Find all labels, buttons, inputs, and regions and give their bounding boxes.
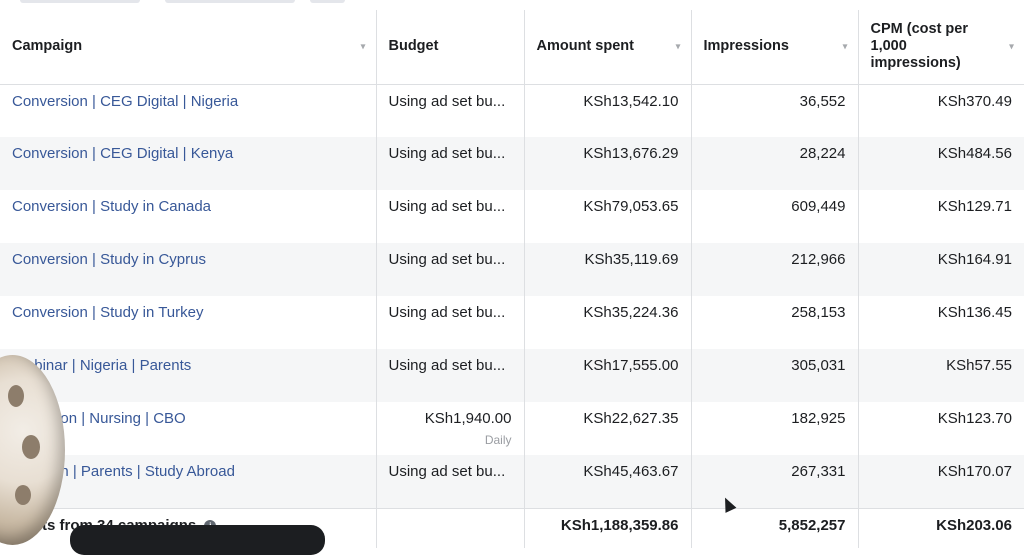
total-impressions: 5,852,257 <box>690 507 858 548</box>
column-header-label: Budget <box>388 38 439 55</box>
budget-cell: Using ad set bu... <box>375 137 524 190</box>
amount-spent-cell: KSh35,119.69 <box>523 243 691 296</box>
table-row[interactable]: Webinar | Nigeria | Parents Using ad set… <box>0 349 1024 402</box>
sort-chevron-icon[interactable]: ▾ <box>842 41 848 53</box>
cpm-cell: KSh164.91 <box>857 243 1024 296</box>
sort-chevron-icon[interactable]: ▾ <box>360 41 366 53</box>
total-amount-spent: KSh1,188,359.86 <box>523 507 691 548</box>
column-header-cpm[interactable]: CPM (cost per 1,000 impressions) ▾ <box>857 10 1024 85</box>
column-header-label: CPM (cost per 1,000 impressions) <box>870 21 969 72</box>
amount-spent-cell: KSh79,053.65 <box>523 190 691 243</box>
impressions-cell: 267,331 <box>690 455 858 508</box>
cpm-cell: KSh170.07 <box>857 455 1024 508</box>
campaign-name-link[interactable]: nversion | Parents | Study Abroad <box>12 463 235 480</box>
impressions-cell: 609,449 <box>690 190 858 243</box>
screen-share-bar <box>70 525 325 555</box>
impressions-cell: 305,031 <box>690 349 858 402</box>
amount-spent-cell: KSh35,224.36 <box>523 296 691 349</box>
amount-spent-cell: KSh13,542.10 <box>523 84 691 137</box>
campaign-name-link[interactable]: Conversion | Study in Cyprus <box>12 251 206 268</box>
table-row[interactable]: Conversion | Study in Canada Using ad se… <box>0 190 1024 243</box>
table-row[interactable]: Conversion | CEG Digital | Nigeria Using… <box>0 84 1024 137</box>
budget-cell: Using ad set bu... <box>375 349 524 402</box>
impressions-cell: 258,153 <box>690 296 858 349</box>
budget-period: Daily <box>484 433 512 447</box>
column-header-budget[interactable]: Budget <box>375 10 524 85</box>
campaigns-table: Campaign ▾ Budget Amount spent ▾ Impress… <box>0 10 1024 548</box>
column-header-campaign[interactable]: Campaign ▾ <box>0 10 376 85</box>
table-row[interactable]: Conversion | CEG Digital | Kenya Using a… <box>0 137 1024 190</box>
cpm-cell: KSh136.45 <box>857 296 1024 349</box>
column-header-impressions[interactable]: Impressions ▾ <box>690 10 858 85</box>
cpm-cell: KSh129.71 <box>857 190 1024 243</box>
impressions-cell: 212,966 <box>690 243 858 296</box>
cpm-cell: KSh484.56 <box>857 137 1024 190</box>
campaign-name-link[interactable]: Webinar | Nigeria | Parents <box>12 357 192 374</box>
cpm-cell: KSh57.55 <box>857 349 1024 402</box>
amount-spent-cell: KSh17,555.00 <box>523 349 691 402</box>
impressions-cell: 36,552 <box>690 84 858 137</box>
total-cpm: KSh203.06 <box>857 507 1024 548</box>
budget-cell: Using ad set bu... <box>375 243 524 296</box>
budget-cell: Using ad set bu... <box>375 296 524 349</box>
column-header-label: Impressions <box>703 38 789 55</box>
column-header-label: Campaign <box>12 38 83 55</box>
sort-chevron-icon[interactable]: ▾ <box>1008 41 1014 53</box>
amount-spent-cell: KSh13,676.29 <box>523 137 691 190</box>
column-header-amount-spent[interactable]: Amount spent ▾ <box>523 10 691 85</box>
cpm-cell: KSh370.49 <box>857 84 1024 137</box>
table-row[interactable]: Conversion | Study in Turkey Using ad se… <box>0 296 1024 349</box>
campaign-name-link[interactable]: Conversion | Study in Turkey <box>12 304 204 321</box>
budget-cell[interactable]: KSh1,940.00 Daily <box>375 402 524 455</box>
budget-cell: Using ad set bu... <box>375 190 524 243</box>
amount-spent-cell: KSh22,627.35 <box>523 402 691 455</box>
totals-budget-cell <box>375 507 524 548</box>
top-toolbar-remnant <box>0 0 1024 12</box>
budget-cell: Using ad set bu... <box>375 455 524 508</box>
column-header-label: Amount spent <box>536 38 634 55</box>
table-row[interactable]: onversion | Nursing | CBO KSh1,940.00 Da… <box>0 402 1024 455</box>
table-header-row: Campaign ▾ Budget Amount spent ▾ Impress… <box>0 10 1024 85</box>
campaign-name-link[interactable]: Conversion | CEG Digital | Nigeria <box>12 92 239 110</box>
budget-amount: KSh1,940.00 <box>424 410 512 427</box>
budget-cell: Using ad set bu... <box>375 84 524 137</box>
cpm-cell: KSh123.70 <box>857 402 1024 455</box>
sort-chevron-icon[interactable]: ▾ <box>675 41 681 53</box>
table-row[interactable]: Conversion | Study in Cyprus Using ad se… <box>0 243 1024 296</box>
campaign-name-link[interactable]: Conversion | Study in Canada <box>12 198 212 215</box>
table-row[interactable]: nversion | Parents | Study Abroad Using … <box>0 455 1024 508</box>
campaign-name-link[interactable]: Conversion | CEG Digital | Kenya <box>12 145 234 162</box>
impressions-cell: 28,224 <box>690 137 858 190</box>
amount-spent-cell: KSh45,463.67 <box>523 455 691 508</box>
impressions-cell: 182,925 <box>690 402 858 455</box>
